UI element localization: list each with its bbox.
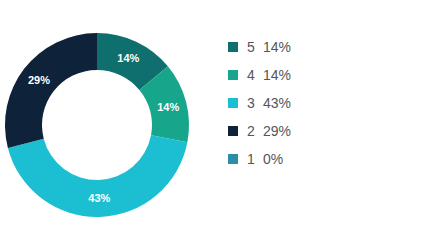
data-label: 14% — [117, 52, 139, 64]
data-label: 29% — [28, 74, 50, 86]
legend-swatch — [228, 70, 238, 80]
legend-item: 2 29% — [228, 123, 291, 139]
slice — [97, 33, 98, 70]
legend-label: 4 — [247, 67, 255, 83]
legend-value: 29% — [263, 123, 291, 139]
legend-value: 14% — [263, 67, 291, 83]
legend-value: 0% — [263, 151, 283, 167]
slice — [139, 66, 189, 142]
slice — [5, 33, 97, 148]
legend-swatch — [228, 126, 238, 136]
slice-labels: 14% 14% 43% 29% — [28, 52, 180, 204]
data-label: 14% — [157, 101, 179, 113]
legend-item: 4 14% — [228, 67, 291, 83]
legend-label: 2 — [247, 123, 255, 139]
donut — [5, 33, 189, 217]
legend-label: 1 — [247, 151, 255, 167]
legend-item: 3 43% — [228, 95, 291, 111]
legend-item: 1 0% — [228, 151, 283, 167]
legend-label: 3 — [247, 95, 255, 111]
legend-value: 14% — [263, 39, 291, 55]
chart: 14% 14% 43% 29% 5 14% 4 14% 3 43% 2 29% 1 0% — [0, 0, 443, 246]
legend-swatch — [228, 42, 238, 52]
legend-swatch — [228, 98, 238, 108]
legend: 5 14% 4 14% 3 43% 2 29% 1 0% — [228, 39, 291, 167]
data-label: 43% — [88, 192, 110, 204]
legend-label: 5 — [247, 39, 255, 55]
legend-swatch — [228, 154, 238, 164]
legend-item: 5 14% — [228, 39, 291, 55]
slice — [8, 135, 187, 217]
legend-value: 43% — [263, 95, 291, 111]
